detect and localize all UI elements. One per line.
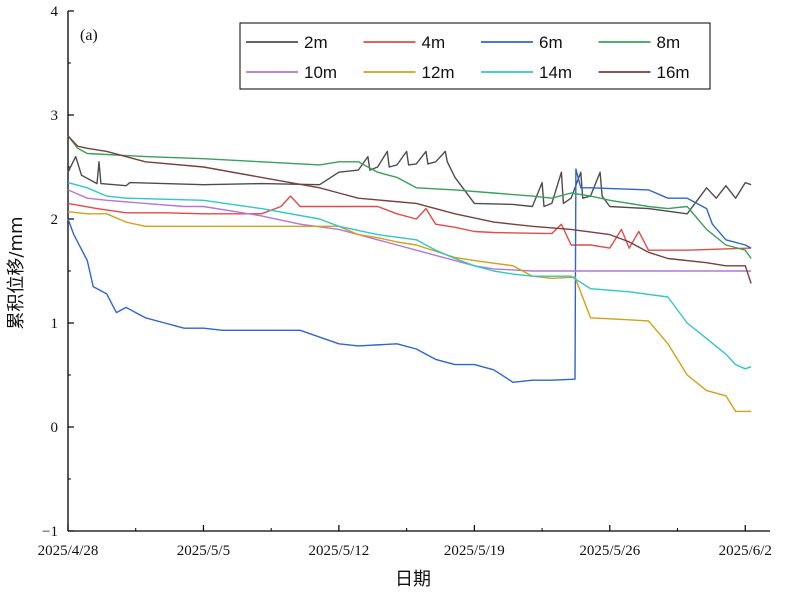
y-tick-label: 1 (51, 316, 59, 332)
y-tick-label: 0 (51, 420, 59, 436)
x-tick-label: 2025/4/28 (38, 543, 99, 559)
series-line-16m (67, 135, 752, 284)
x-tick-label: 2025/6/2 (719, 543, 772, 559)
legend-label-10m: 10m (304, 63, 337, 82)
y-tick-label: 2 (51, 212, 59, 228)
legend-label-6m: 6m (539, 33, 563, 52)
y-tick-label: 3 (51, 108, 59, 124)
panel-tag: (a) (80, 27, 98, 44)
legend-label-12m: 12m (422, 63, 455, 82)
series-line-4m (67, 195, 752, 251)
legend: 2m 4m 6m 8m 10m 12m 14m 16m (239, 22, 711, 90)
y-axis-title: 累积位移/mm (6, 216, 27, 329)
series-line-14m (67, 181, 752, 370)
series-layer (67, 135, 752, 413)
legend-label-8m: 8m (657, 33, 681, 52)
series-line-6m (67, 168, 752, 383)
series-line-12m (67, 211, 752, 413)
series-line-10m (67, 189, 752, 272)
x-tick-label: 2025/5/5 (177, 543, 230, 559)
legend-label-14m: 14m (539, 63, 572, 82)
x-tick-label: 2025/5/19 (444, 543, 505, 559)
x-tick-label: 2025/5/12 (308, 543, 369, 559)
legend-label-2m: 2m (304, 33, 328, 52)
series-line-2m (67, 150, 752, 215)
y-tick-label: 4 (51, 4, 59, 20)
x-axis-title: 日期 (395, 569, 431, 590)
axes: −1 0 1 2 3 4 2025/4/28 2025/5/5 2025/5/12 2025/5/… (38, 4, 772, 559)
x-tick-label: 2025/5/26 (579, 543, 640, 559)
legend-label-4m: 4m (422, 33, 446, 52)
legend-label-16m: 16m (657, 63, 690, 82)
y-tick-label: −1 (42, 524, 58, 540)
series-line-8m (67, 135, 752, 259)
legend-box (239, 22, 711, 90)
